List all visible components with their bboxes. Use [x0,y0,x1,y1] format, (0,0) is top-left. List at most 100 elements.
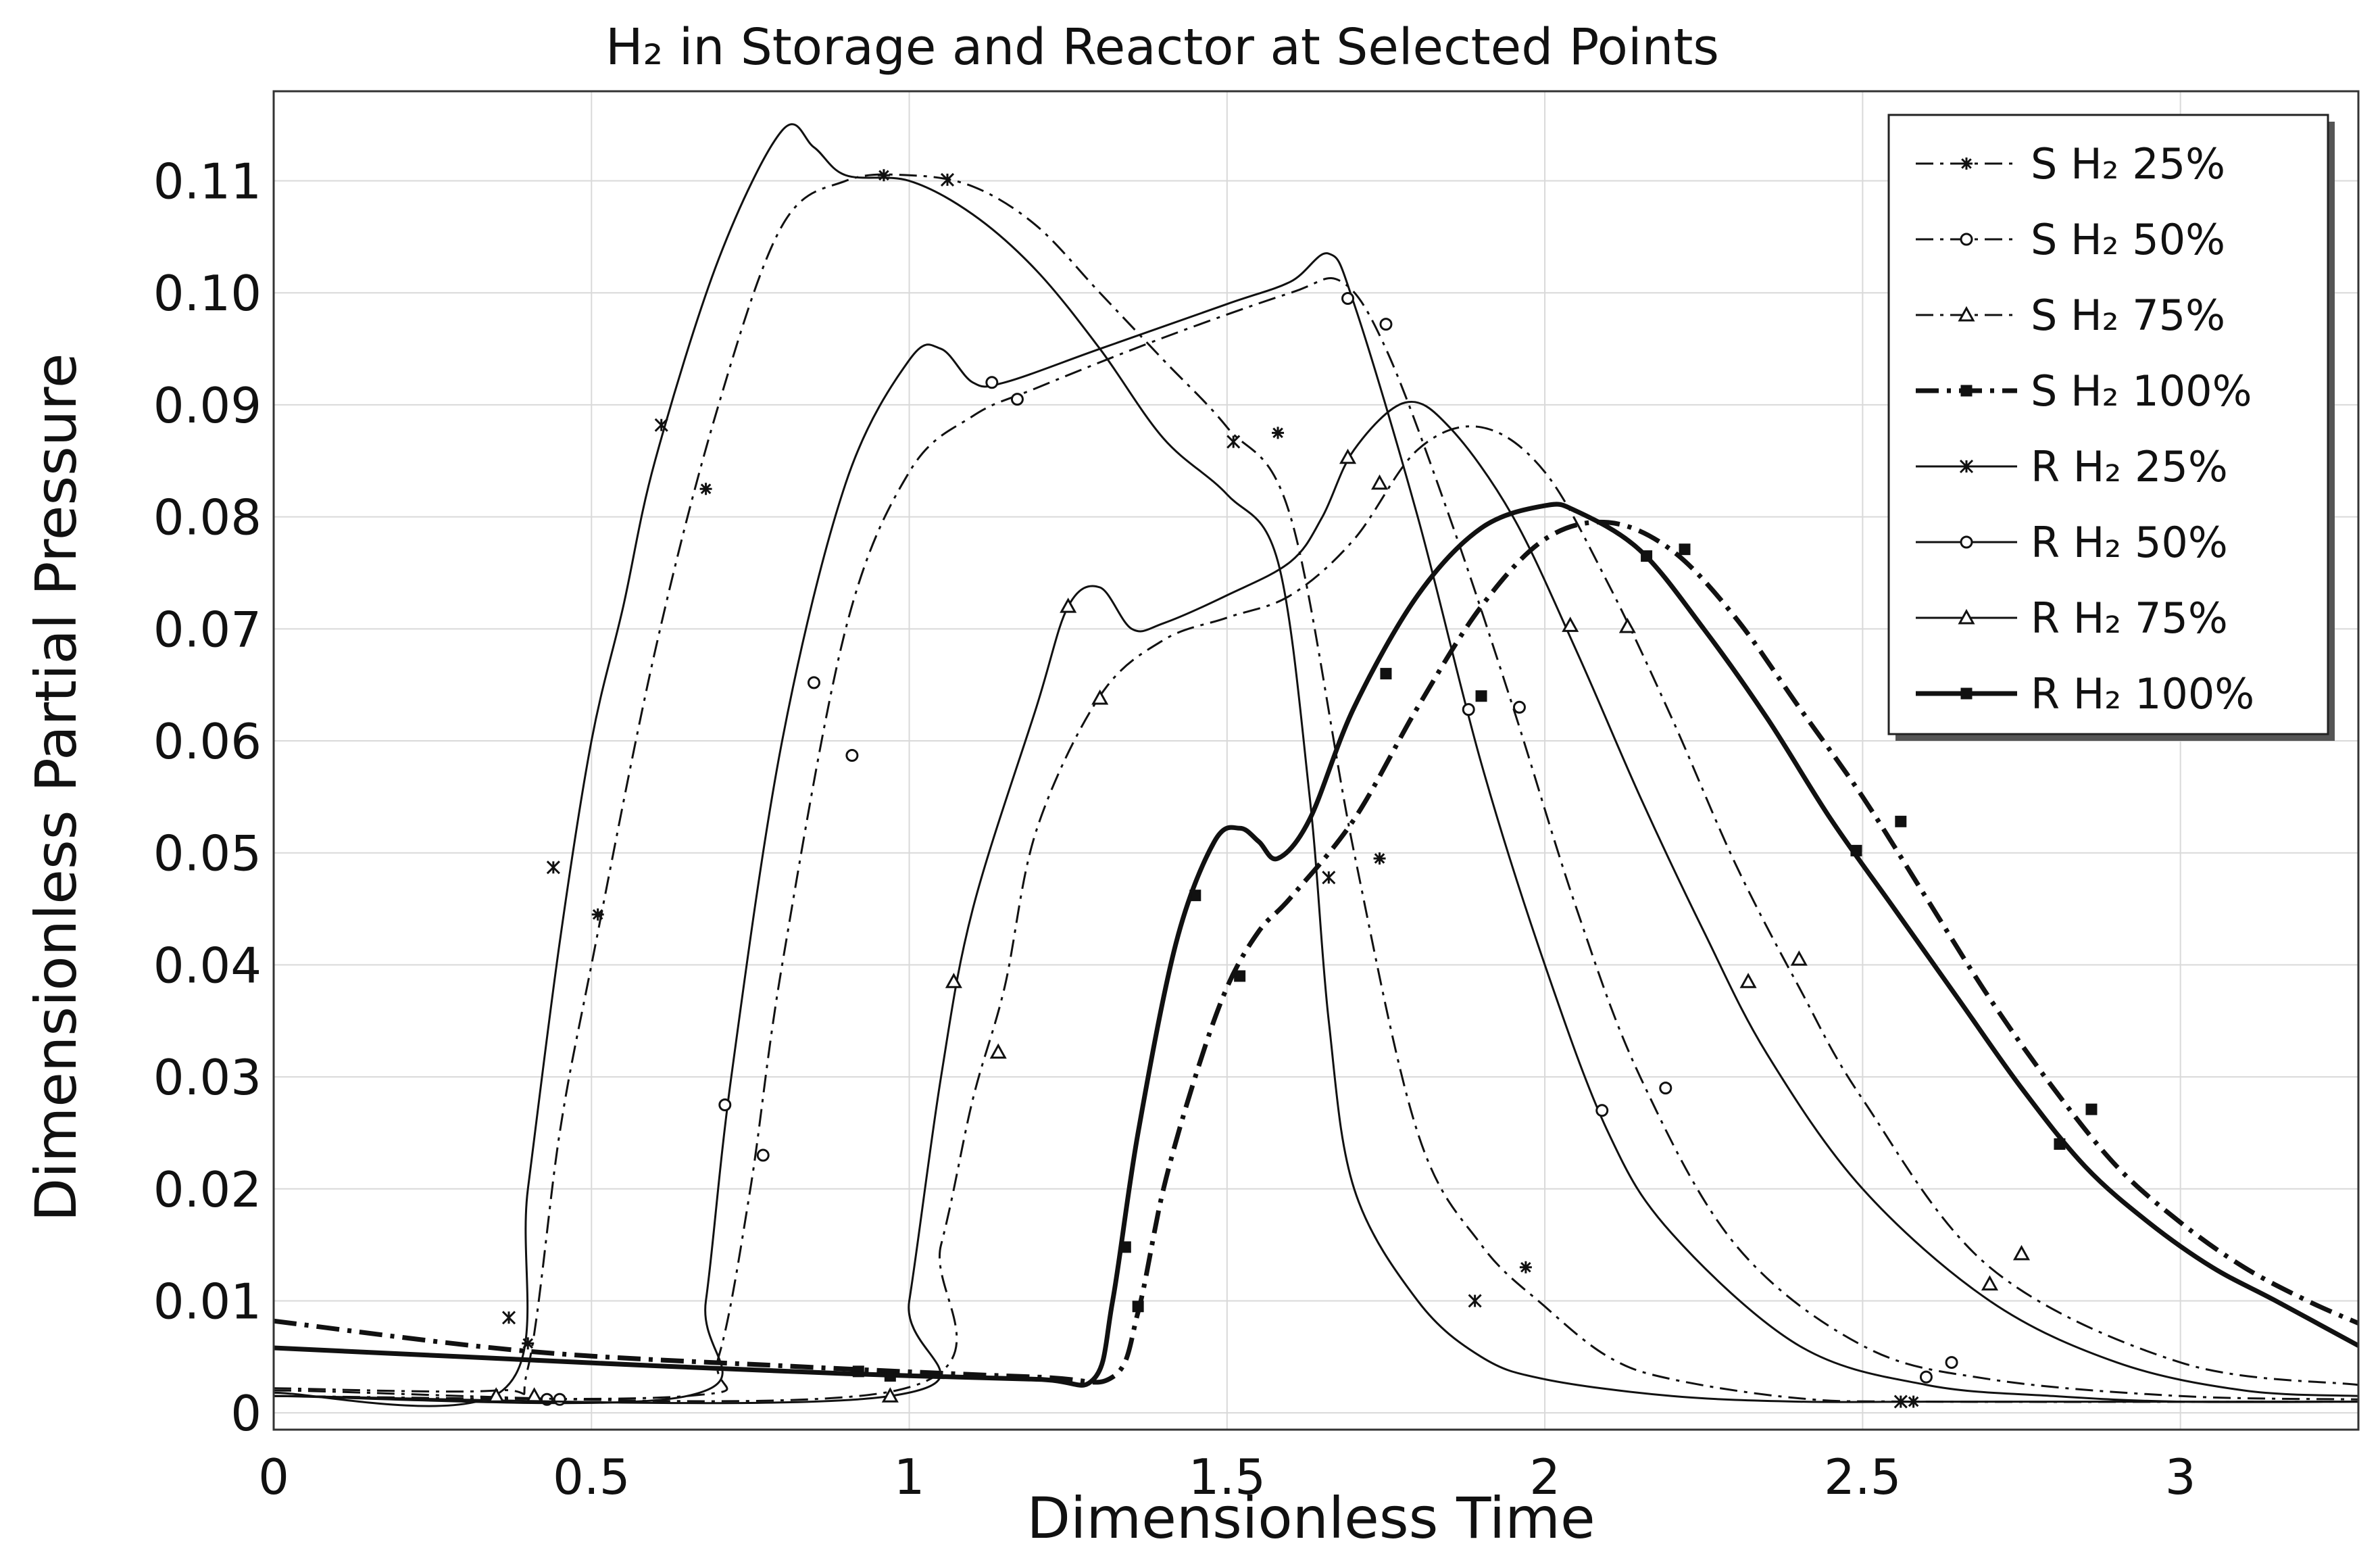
data-point [1380,668,1392,680]
legend-item: S H₂ 100% [1916,366,2252,416]
y-axis-label: Dimensionless Partial Pressure [23,353,89,1221]
data-point [940,172,955,187]
series-line [274,425,2358,1403]
series-s-h-100 [274,519,2358,1385]
data-point [1641,550,1653,562]
data-point [1371,474,1389,490]
data-point [1659,1082,1672,1095]
series-line [274,123,2358,1407]
data-point [1091,689,1109,705]
data-point [1060,598,1077,613]
y-tick-label: 0 [230,1385,262,1442]
x-tick-label: 1.5 [1189,1449,1266,1505]
x-tick-labels: 0 0.5 1 1.5 2 2.5 3 [258,1449,2196,1505]
legend-label: S H₂ 75% [2031,291,2225,340]
legend-marker [1960,535,1973,549]
data-point [553,1392,566,1406]
legend-item: S H₂ 50% [1916,215,2225,264]
legend-item: R H₂ 75% [1916,593,2228,643]
data-point [1010,393,1024,406]
legend-item: R H₂ 50% [1916,518,2228,567]
x-tick-label: 0 [258,1449,289,1505]
data-series [274,123,2358,1409]
legend-marker [1960,233,1973,246]
data-point [1739,973,1757,988]
y-tick-label: 0.06 [153,713,262,770]
y-tick-label: 0.02 [153,1161,262,1218]
x-axis-label: Dimensionless Time [1026,1485,1595,1551]
data-point [1189,890,1201,902]
data-point [1234,970,1246,982]
legend: S H₂ 25% S H₂ 50% S H₂ 75% S H₂ 100% R H₂ 25… [1887,114,2335,741]
data-point [1850,844,1862,856]
series-r-h-75 [274,401,2358,1405]
data-point [1119,1241,1131,1253]
legend-label: R H₂ 75% [2031,593,2228,643]
data-point [945,973,962,988]
data-point [2085,1103,2098,1115]
data-point [1226,435,1241,449]
series-s-h-50 [274,277,2358,1406]
data-point [526,1387,543,1403]
legend-marker [1960,385,1973,397]
data-point [756,1148,770,1162]
data-point [1132,1301,1144,1313]
series-line [274,277,2358,1401]
data-point [718,1098,732,1111]
data-point [591,908,604,921]
data-point [881,1387,899,1403]
y-tick-label: 0.09 [153,377,262,434]
data-point [1468,1294,1482,1308]
data-point [985,376,999,389]
data-point [989,1043,1007,1059]
y-tick-label: 0.05 [153,825,262,882]
y-tick-label: 0.11 [153,153,262,210]
data-point [877,169,890,182]
data-point [1272,427,1285,439]
data-point [501,1311,516,1325]
data-point [845,749,859,762]
legend-label: R H₂ 100% [2031,669,2254,719]
data-point [1893,1395,1908,1409]
series-line [274,252,2358,1405]
data-point [1475,690,1487,702]
series-line [274,401,2358,1405]
legend-label: R H₂ 25% [2031,442,2228,491]
legend-label: S H₂ 100% [2031,366,2252,416]
data-point [1373,852,1386,865]
data-point [1618,617,1636,633]
data-point [1679,543,1691,556]
data-point [522,1337,535,1350]
legend-label: S H₂ 25% [2031,139,2225,189]
legend-marker [1958,306,1975,322]
legend-item: R H₂ 25% [1916,442,2228,491]
data-point [884,1369,896,1382]
y-tick-label: 0.10 [153,265,262,322]
x-tick-label: 2.5 [1824,1449,1902,1505]
data-point [1919,1370,1933,1384]
data-point [1945,1356,1958,1369]
legend-marker [1958,608,1975,625]
y-tick-labels: 0 0.01 0.02 0.03 0.04 0.05 0.06 0.07 0.08 0.09 0.1… [153,153,262,1442]
data-point [2054,1138,2066,1150]
x-tick-label: 2 [1529,1449,1560,1505]
x-tick-label: 1 [894,1449,925,1505]
data-point [699,483,712,495]
y-tick-label: 0.08 [153,489,262,546]
data-point [1322,871,1336,885]
data-point [1562,616,1579,632]
series-line [274,173,2358,1403]
data-point [1339,448,1357,464]
data-point [487,1387,505,1403]
series-line [274,519,2358,1385]
legend-item: S H₂ 25% [1916,139,2225,189]
series-r-h-100 [274,502,2358,1388]
y-tick-label: 0.07 [153,601,262,658]
legend-box [1887,114,2329,735]
data-point [1981,1275,1999,1291]
chart-title: H₂ in Storage and Reactor at Selected Po… [605,18,1719,76]
y-tick-label: 0.03 [153,1049,262,1106]
data-point [1379,318,1393,331]
legend-marker [1960,687,1973,700]
